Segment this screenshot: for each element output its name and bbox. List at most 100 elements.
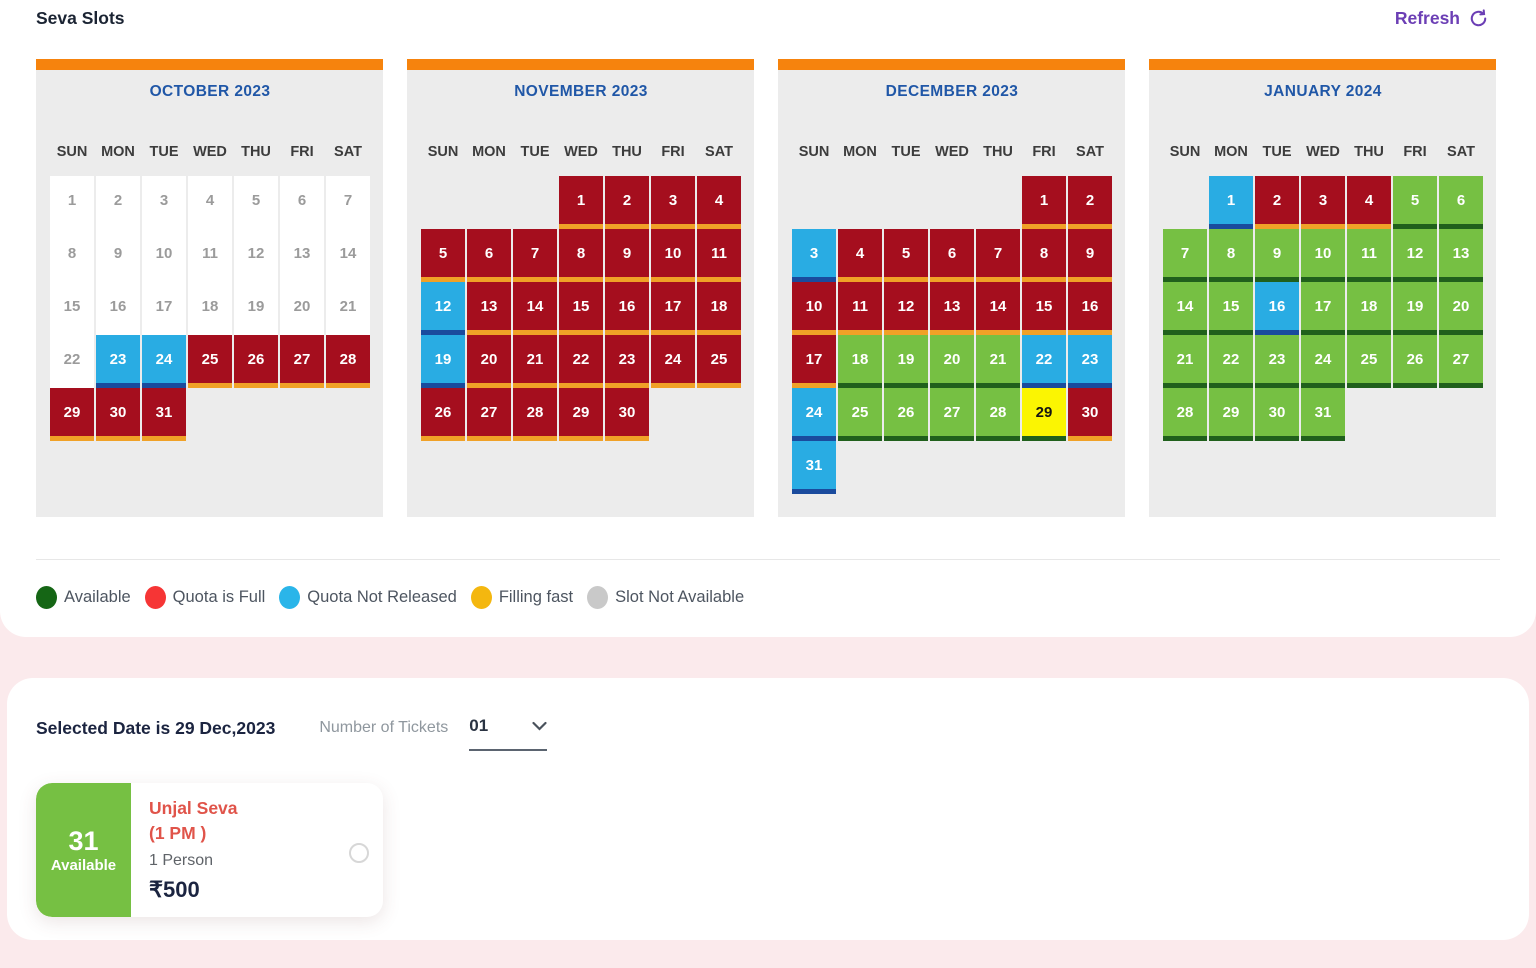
day-cell[interactable]: 1 <box>1209 176 1253 229</box>
day-cell[interactable]: 19 <box>421 335 465 388</box>
day-cell[interactable]: 23 <box>605 335 649 388</box>
day-cell[interactable]: 29 <box>50 388 94 441</box>
day-cell[interactable]: 13 <box>930 282 974 335</box>
day-cell[interactable]: 27 <box>930 388 974 441</box>
day-cell[interactable]: 27 <box>1439 335 1483 388</box>
day-cell[interactable]: 31 <box>792 441 836 494</box>
day-cell[interactable]: 7 <box>513 229 557 282</box>
day-cell[interactable]: 22 <box>1209 335 1253 388</box>
day-cell[interactable]: 1 <box>559 176 603 229</box>
day-cell[interactable]: 24 <box>1301 335 1345 388</box>
day-cell[interactable]: 21 <box>513 335 557 388</box>
day-cell[interactable]: 2 <box>1068 176 1112 229</box>
day-cell[interactable]: 10 <box>651 229 695 282</box>
day-cell[interactable]: 26 <box>421 388 465 441</box>
day-cell[interactable]: 26 <box>234 335 278 388</box>
day-cell[interactable]: 25 <box>838 388 882 441</box>
day-cell[interactable]: 5 <box>421 229 465 282</box>
slot-radio-button[interactable] <box>349 843 369 863</box>
day-cell[interactable]: 28 <box>513 388 557 441</box>
day-cell[interactable]: 11 <box>1347 229 1391 282</box>
day-cell[interactable]: 14 <box>1163 282 1207 335</box>
day-cell[interactable]: 1 <box>1022 176 1066 229</box>
day-cell[interactable]: 17 <box>1301 282 1345 335</box>
day-cell[interactable]: 9 <box>605 229 649 282</box>
day-cell[interactable]: 26 <box>884 388 928 441</box>
day-cell[interactable]: 30 <box>605 388 649 441</box>
day-cell[interactable]: 11 <box>697 229 741 282</box>
refresh-button[interactable]: Refresh <box>1395 8 1488 29</box>
day-cell[interactable]: 4 <box>697 176 741 229</box>
day-cell[interactable]: 25 <box>188 335 232 388</box>
day-cell[interactable]: 24 <box>142 335 186 388</box>
day-cell[interactable]: 11 <box>838 282 882 335</box>
day-cell[interactable]: 19 <box>884 335 928 388</box>
day-cell[interactable]: 12 <box>884 282 928 335</box>
day-cell[interactable]: 29 <box>559 388 603 441</box>
day-cell[interactable]: 17 <box>792 335 836 388</box>
tickets-select[interactable]: 01 <box>469 716 548 751</box>
day-cell[interactable]: 27 <box>467 388 511 441</box>
day-cell[interactable]: 30 <box>1068 388 1112 441</box>
day-cell[interactable]: 15 <box>559 282 603 335</box>
day-cell[interactable]: 27 <box>280 335 324 388</box>
day-cell[interactable]: 6 <box>1439 176 1483 229</box>
day-cell[interactable]: 20 <box>930 335 974 388</box>
day-cell[interactable]: 22 <box>1022 335 1066 388</box>
day-cell[interactable]: 5 <box>884 229 928 282</box>
seva-slot-card[interactable]: 31 Available Unjal Seva (1 PM ) 1 Person… <box>36 783 383 917</box>
day-cell[interactable]: 3 <box>651 176 695 229</box>
day-cell[interactable]: 9 <box>1068 229 1112 282</box>
day-cell[interactable]: 4 <box>1347 176 1391 229</box>
day-cell[interactable]: 20 <box>1439 282 1483 335</box>
day-cell[interactable]: 17 <box>651 282 695 335</box>
day-cell[interactable]: 28 <box>1163 388 1207 441</box>
day-cell[interactable]: 15 <box>1022 282 1066 335</box>
day-cell[interactable]: 24 <box>792 388 836 441</box>
day-cell[interactable]: 9 <box>1255 229 1299 282</box>
day-cell[interactable]: 2 <box>1255 176 1299 229</box>
day-cell[interactable]: 13 <box>467 282 511 335</box>
day-cell[interactable]: 7 <box>976 229 1020 282</box>
day-cell[interactable]: 13 <box>1439 229 1483 282</box>
day-cell[interactable]: 24 <box>651 335 695 388</box>
day-cell[interactable]: 8 <box>1022 229 1066 282</box>
day-cell[interactable]: 29 <box>1022 388 1066 441</box>
day-cell[interactable]: 30 <box>1255 388 1299 441</box>
day-cell[interactable]: 28 <box>976 388 1020 441</box>
day-cell[interactable]: 5 <box>1393 176 1437 229</box>
day-cell[interactable]: 15 <box>1209 282 1253 335</box>
day-cell[interactable]: 7 <box>1163 229 1207 282</box>
day-cell[interactable]: 30 <box>96 388 140 441</box>
day-cell[interactable]: 2 <box>605 176 649 229</box>
day-cell[interactable]: 16 <box>605 282 649 335</box>
day-cell[interactable]: 4 <box>838 229 882 282</box>
day-cell[interactable]: 18 <box>697 282 741 335</box>
day-cell[interactable]: 3 <box>1301 176 1345 229</box>
day-cell[interactable]: 21 <box>1163 335 1207 388</box>
day-cell[interactable]: 14 <box>513 282 557 335</box>
day-cell[interactable]: 16 <box>1255 282 1299 335</box>
day-cell[interactable]: 18 <box>838 335 882 388</box>
day-cell[interactable]: 21 <box>976 335 1020 388</box>
day-cell[interactable]: 31 <box>1301 388 1345 441</box>
day-cell[interactable]: 19 <box>1393 282 1437 335</box>
day-cell[interactable]: 25 <box>1347 335 1391 388</box>
day-cell[interactable]: 22 <box>559 335 603 388</box>
day-cell[interactable]: 23 <box>1255 335 1299 388</box>
day-cell[interactable]: 25 <box>697 335 741 388</box>
day-cell[interactable]: 26 <box>1393 335 1437 388</box>
day-cell[interactable]: 6 <box>930 229 974 282</box>
day-cell[interactable]: 28 <box>326 335 370 388</box>
day-cell[interactable]: 20 <box>467 335 511 388</box>
day-cell[interactable]: 16 <box>1068 282 1112 335</box>
day-cell[interactable]: 23 <box>1068 335 1112 388</box>
day-cell[interactable]: 23 <box>96 335 140 388</box>
day-cell[interactable]: 12 <box>421 282 465 335</box>
day-cell[interactable]: 18 <box>1347 282 1391 335</box>
day-cell[interactable]: 10 <box>1301 229 1345 282</box>
day-cell[interactable]: 29 <box>1209 388 1253 441</box>
day-cell[interactable]: 8 <box>1209 229 1253 282</box>
day-cell[interactable]: 12 <box>1393 229 1437 282</box>
day-cell[interactable]: 10 <box>792 282 836 335</box>
